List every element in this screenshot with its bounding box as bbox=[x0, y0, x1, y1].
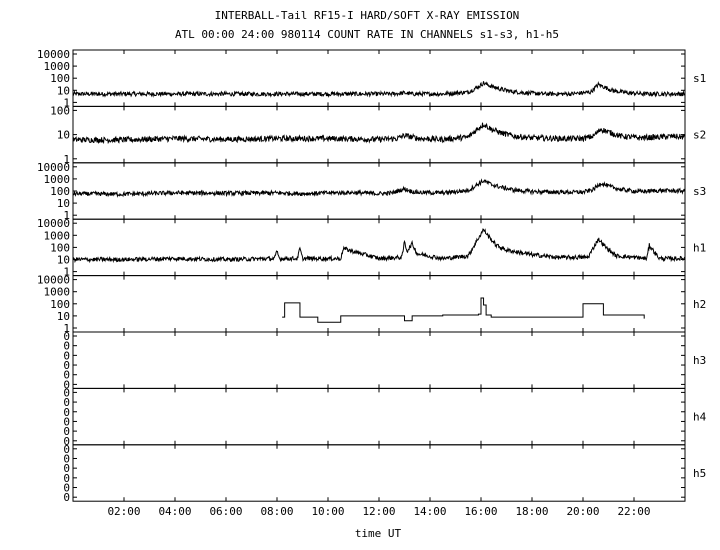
y-tick-label: 100 bbox=[50, 72, 70, 85]
y-tick-label: 0 bbox=[63, 396, 70, 409]
y-tick-label: 10 bbox=[57, 129, 70, 142]
channel-label: s3 bbox=[693, 185, 706, 198]
y-tick-label: 0 bbox=[63, 330, 70, 343]
y-tick-label: 0 bbox=[63, 491, 70, 504]
y-tick-label: 100 bbox=[50, 104, 70, 117]
y-tick-label: 10000 bbox=[37, 161, 70, 174]
x-tick-label: 14:00 bbox=[413, 505, 446, 518]
channel-label: h5 bbox=[693, 467, 706, 480]
panels-group: 100001000100101s1100101s2100001000100101… bbox=[37, 48, 707, 504]
x-tick-label: 16:00 bbox=[464, 505, 497, 518]
channel-label: s2 bbox=[693, 129, 706, 142]
y-tick-label: 0 bbox=[63, 386, 70, 399]
x-tick-label: 20:00 bbox=[566, 505, 599, 518]
channel-label: h1 bbox=[693, 241, 706, 254]
y-tick-label: 0 bbox=[63, 472, 70, 485]
chart-subtitle: ATL 00:00 24:00 980114 COUNT RATE IN CHA… bbox=[175, 28, 559, 41]
x-tick-label: 18:00 bbox=[515, 505, 548, 518]
y-tick-label: 1000 bbox=[44, 229, 71, 242]
panel-s2: 100 10 1 s2 bbox=[50, 104, 706, 165]
panel-frame bbox=[72, 162, 686, 220]
y-tick-label: 10 bbox=[57, 254, 70, 267]
y-tick-label: 0 bbox=[63, 462, 70, 475]
y-tick-label: 0 bbox=[63, 435, 70, 448]
x-tick-label: 02:00 bbox=[107, 505, 140, 518]
y-tick-label: 1 bbox=[63, 322, 70, 335]
x-tick-label: 12:00 bbox=[362, 505, 395, 518]
y-tick-label: 100 bbox=[50, 185, 70, 198]
y-tick-label: 1000 bbox=[44, 173, 71, 186]
y-tick-label: 0 bbox=[63, 452, 70, 465]
y-tick-label: 100 bbox=[50, 241, 70, 254]
x-tick-label: 08:00 bbox=[260, 505, 293, 518]
panel-frame bbox=[72, 444, 686, 502]
y-tick-label: 1000 bbox=[44, 286, 71, 299]
time-axis: 02:00 04:00 06:00 08:00 10:00 12:00 14:00 16:00… bbox=[107, 505, 650, 518]
y-tick-label: 0 bbox=[63, 378, 70, 391]
y-tick-label: 1 bbox=[63, 266, 70, 279]
x-tick-label: 22:00 bbox=[617, 505, 650, 518]
x-tick-label: 06:00 bbox=[209, 505, 242, 518]
y-tick-label: 10 bbox=[57, 310, 70, 323]
y-tick-label: 10000 bbox=[37, 274, 70, 287]
x-axis-label: time UT bbox=[355, 527, 402, 540]
channel-label: h3 bbox=[693, 354, 706, 367]
y-tick-label: 0 bbox=[63, 359, 70, 372]
series-trace-h2 bbox=[282, 297, 645, 323]
channel-label: s1 bbox=[693, 72, 706, 85]
y-tick-label: 0 bbox=[63, 443, 70, 456]
series-trace-s2 bbox=[72, 122, 686, 145]
y-tick-label: 0 bbox=[63, 482, 70, 495]
panel-frame bbox=[72, 387, 686, 446]
panel-frame bbox=[72, 331, 686, 389]
y-tick-label: 0 bbox=[63, 340, 70, 353]
y-tick-label: 1000 bbox=[44, 60, 71, 73]
channel-label: h2 bbox=[693, 298, 706, 311]
y-tick-label: 0 bbox=[63, 415, 70, 428]
panel-frame bbox=[72, 49, 686, 107]
y-tick-label: 10000 bbox=[37, 48, 70, 61]
y-tick-label: 1 bbox=[63, 209, 70, 222]
y-tick-label: 1 bbox=[63, 153, 70, 166]
y-tick-label: 0 bbox=[63, 425, 70, 438]
y-tick-label: 10 bbox=[57, 84, 70, 97]
x-tick-label: 10:00 bbox=[311, 505, 344, 518]
y-tick-label: 1 bbox=[63, 96, 70, 109]
y-tick-label: 0 bbox=[63, 406, 70, 419]
y-tick-label: 10 bbox=[57, 197, 70, 210]
y-tick-label: 0 bbox=[63, 369, 70, 382]
series-trace-h1 bbox=[72, 228, 686, 264]
series-trace-s1 bbox=[72, 80, 686, 98]
y-tick-label: 10000 bbox=[37, 217, 70, 230]
y-tick-label: 100 bbox=[50, 298, 70, 311]
series-trace-s3 bbox=[72, 178, 686, 198]
x-tick-label: 04:00 bbox=[158, 505, 191, 518]
chart-title: INTERBALL-Tail RF15-I HARD/SOFT X-RAY EM… bbox=[215, 9, 520, 22]
channel-label: h4 bbox=[693, 411, 707, 424]
y-tick-label: 0 bbox=[63, 349, 70, 362]
